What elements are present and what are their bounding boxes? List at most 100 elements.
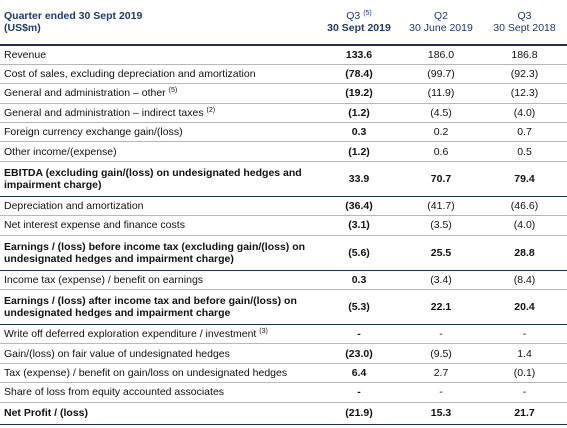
value-cell: (8.4) [482,270,567,291]
label-text: Revenue [4,48,47,61]
value-cell: 0.6 [400,141,482,162]
value-cell: (92.3) [482,64,567,85]
period: Q3 [346,10,361,22]
column-header: Q3 30 Sept 2018 [482,0,567,46]
label-text: Gain/(loss) on fair value of undesignate… [4,347,230,360]
date: 30 Sept 2018 [493,22,556,34]
value-cell: 186.8 [482,45,567,65]
value-cell: 6.4 [318,363,400,384]
value-cell: 70.7 [400,160,482,197]
header-row: Quarter ended 30 Sept 2019 (US$m) Q3 (5) 3… [0,0,567,46]
table-row: EBITDA (excluding gain/(loss) on undesig… [0,160,567,197]
period: Q3 [517,10,532,22]
value-cell: (46.6) [482,196,567,217]
row-label: Revenue [0,45,318,65]
label-text: General and administration – indirect ta… [4,106,204,119]
row-label: Depreciation and amortization [0,196,318,217]
label-text: Earnings / (loss) after income tax and b… [4,295,297,320]
value-cell: (1.2) [318,103,400,124]
table-row: Other income/(expense) (1.2) 0.6 0.5 [0,141,567,162]
value-cell: - [400,382,482,403]
row-label: Tax (expense) / benefit on gain/loss on … [0,363,318,384]
date: 30 June 2019 [409,22,473,34]
value-cell: 25.5 [400,234,482,271]
value-cell: (19.2) [318,83,400,104]
label-text: Income tax (expense) / benefit on earnin… [4,273,204,286]
value-cell: (3.1) [318,215,400,236]
table-row: Share of loss from equity accounted asso… [0,382,567,403]
value-cell: - [318,382,400,403]
value-cell: 0.3 [318,122,400,143]
row-label: Foreign currency exchange gain/(loss) [0,122,318,143]
table-row: Earnings / (loss) after income tax and b… [0,289,567,326]
table-row: Earnings / (loss) before income tax (exc… [0,234,567,271]
row-label: Net interest expense and finance costs [0,215,318,236]
value-cell: (0.1) [482,363,567,384]
value-cell: 186.0 [400,45,482,65]
value-cell: 2.7 [400,363,482,384]
value-cell: - [400,324,482,345]
label-text: Net interest expense and finance costs [4,219,185,232]
value-cell: - [318,324,400,345]
footnote-ref: (3) [259,328,268,336]
value-cell: (5.6) [318,234,400,271]
row-label: Other income/(expense) [0,141,318,162]
table-row: Cost of sales, excluding depreciation an… [0,64,567,85]
title: Quarter ended 30 Sept 2019 [4,10,143,22]
label-text: Other income/(expense) [4,145,117,158]
table-row: General and administration – indirect ta… [0,103,567,124]
value-cell: (11.9) [400,83,482,104]
value-cell: (12.3) [482,83,567,104]
row-label: Earnings / (loss) after income tax and b… [0,289,318,326]
value-cell: (21.9) [318,401,400,425]
value-cell: (23.0) [318,343,400,364]
value-cell: (78.4) [318,64,400,85]
table-row: Foreign currency exchange gain/(loss) 0.3… [0,122,567,143]
value-cell: 0.2 [400,122,482,143]
value-cell: (3.5) [400,215,482,236]
label-text: Depreciation and amortization [4,200,144,213]
label-text: Write off deferred exploration expenditu… [4,328,257,341]
value-cell: 79.4 [482,160,567,197]
value-cell: (9.5) [400,343,482,364]
value-cell: 1.4 [482,343,567,364]
footnote-ref: (5) [168,87,178,95]
value-cell: 20.4 [482,289,567,326]
row-label: Income tax (expense) / benefit on earnin… [0,270,318,291]
footnote-ref: (5) [363,10,372,17]
value-cell: 133.6 [318,45,400,65]
table-row: Tax (expense) / benefit on gain/loss on … [0,363,567,384]
value-cell: - [482,324,567,345]
row-label: General and administration – indirect ta… [0,103,318,124]
table-row: Income tax (expense) / benefit on earnin… [0,270,567,291]
label-text: EBITDA (excluding gain/(loss) on undesig… [4,166,302,191]
table-row: Depreciation and amortization (36.4) (41.7… [0,196,567,217]
label-text: Foreign currency exchange gain/(loss) [4,126,183,139]
row-label: EBITDA (excluding gain/(loss) on undesig… [0,160,318,197]
table-row: General and administration – other (5) (1… [0,83,567,104]
row-label: Gain/(loss) on fair value of undesignate… [0,343,318,364]
label-text: Net Profit / (loss) [4,407,89,420]
value-cell: (4.0) [482,103,567,124]
value-cell: 0.7 [482,122,567,143]
column-header: Q3 (5) 30 Sept 2019 [318,0,400,46]
row-label: Share of loss from equity accounted asso… [0,382,318,403]
date: 30 Sept 2019 [327,22,391,34]
value-cell: 21.7 [482,401,567,425]
header-title-cell: Quarter ended 30 Sept 2019 (US$m) [0,0,318,46]
label-text: Share of loss from equity accounted asso… [4,386,225,399]
label-text: Cost of sales, excluding depreciation an… [4,68,256,81]
row-label: General and administration – other (5) [0,83,318,104]
row-label: Net Profit / (loss) [0,401,318,425]
row-label: Write off deferred exploration expenditu… [0,324,318,345]
table-row: Write off deferred exploration expenditu… [0,324,567,345]
value-cell: (1.2) [318,141,400,162]
footnote-ref: (2) [206,106,216,114]
table-row: Gain/(loss) on fair value of undesignate… [0,343,567,364]
value-cell: (41.7) [400,196,482,217]
period: Q2 [433,10,448,22]
value-cell: (4.5) [400,103,482,124]
value-cell: 15.3 [400,401,482,425]
unit: (US$m) [4,22,41,34]
